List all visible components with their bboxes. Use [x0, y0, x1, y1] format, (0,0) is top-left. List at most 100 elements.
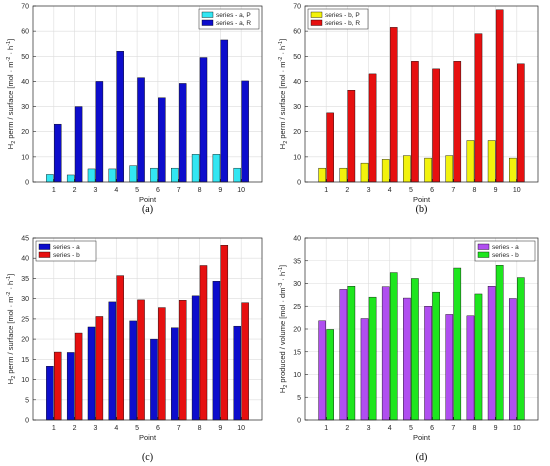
y-axis-label-part: ]: [6, 39, 15, 41]
y-tick-label: 10: [21, 377, 29, 384]
y-axis-label-part: 2: [283, 385, 289, 388]
x-axis-label: Point: [413, 195, 431, 204]
y-tick-label: 40: [21, 79, 29, 86]
bar-series-b-1: [326, 329, 334, 421]
x-tick-label: 5: [409, 187, 413, 194]
bar-series-a-4: [108, 301, 117, 421]
x-tick-label: 1: [52, 425, 56, 432]
y-tick-label: 20: [293, 327, 301, 334]
x-tick-label: 1: [324, 425, 328, 432]
panel-caption: (c): [142, 452, 153, 463]
y-tick-label: 40: [293, 79, 301, 86]
x-tick-label: 2: [345, 425, 349, 432]
legend-box: [474, 240, 536, 262]
bar-series-b-6: [158, 307, 166, 421]
bar-series-a-r-4: [116, 51, 124, 183]
y-tick-label: 20: [21, 337, 29, 344]
bar-series-b-5: [411, 278, 419, 421]
bar-series-a-p-6: [150, 167, 158, 183]
x-tick-label: 5: [409, 425, 413, 432]
y-tick-label: 70: [293, 4, 301, 11]
bar-series-b-p-4: [381, 159, 390, 183]
y-axis-label-part: ]: [278, 265, 287, 267]
bar-series-b-r-1: [326, 112, 334, 183]
y-tick-label: 10: [293, 154, 301, 161]
y-axis-label-part: 2: [11, 376, 17, 379]
x-tick-label: 7: [177, 425, 181, 432]
x-tick-label: 5: [135, 187, 139, 194]
x-axis-label: Point: [139, 433, 157, 442]
bar-series-a-p-9: [212, 154, 221, 183]
bar-series-a-2: [339, 289, 348, 421]
bar-series-a-9: [212, 281, 221, 421]
bar-series-b-3: [95, 316, 104, 421]
y-axis-label-part: -1: [6, 41, 12, 46]
bar-series-b-r-10: [517, 63, 525, 183]
bar-series-a-3: [360, 318, 369, 421]
y-tick-label: 30: [293, 104, 301, 111]
bar-series-a-p-8: [191, 154, 200, 183]
y-tick-label: 50: [293, 54, 301, 61]
bar-series-a-p-4: [108, 168, 117, 183]
bar-series-b-p-8: [466, 140, 475, 183]
x-tick-label: 2: [73, 187, 77, 194]
legend-entry: series - b, R: [325, 20, 360, 27]
bar-series-a-8: [466, 315, 475, 421]
y-axis-label-part: perm / surface [mol · m: [278, 62, 287, 141]
bar-series-b-r-3: [368, 73, 377, 183]
bar-series-b-1: [54, 351, 62, 421]
bar-series-b-r-2: [347, 90, 356, 183]
legend-swatch: [477, 243, 490, 250]
bar-series-b-p-9: [487, 140, 496, 183]
x-tick-label: 8: [198, 187, 202, 194]
legend-swatch: [38, 243, 51, 250]
y-tick-label: 70: [21, 4, 29, 11]
x-tick-label: 2: [73, 425, 77, 432]
x-tick-label: 4: [114, 187, 118, 194]
y-tick-label: 25: [293, 304, 301, 311]
y-tick-label: 0: [297, 180, 301, 187]
y-tick-label: 60: [21, 29, 29, 36]
bar-series-a-8: [191, 295, 200, 421]
y-tick-label: 25: [21, 316, 29, 323]
y-axis-label-part: 2: [11, 141, 17, 144]
y-tick-label: 5: [25, 397, 29, 404]
x-tick-label: 7: [451, 187, 455, 194]
panel-caption: (d): [416, 452, 428, 463]
bar-series-a-1: [46, 366, 54, 421]
bar-series-b-3: [368, 296, 377, 421]
legend-entry: series - a, R: [216, 20, 251, 27]
x-tick-label: 5: [135, 425, 139, 432]
y-tick-label: 45: [21, 236, 29, 243]
x-tick-label: 8: [473, 425, 477, 432]
legend-entry: series - b, P: [325, 12, 360, 19]
legend-box: [198, 8, 260, 30]
x-tick-label: 4: [114, 425, 118, 432]
bar-series-b-5: [137, 299, 145, 421]
bar-series-b-r-9: [495, 9, 504, 183]
bar-series-b-9: [220, 245, 229, 421]
bar-series-a-2: [66, 352, 75, 421]
bar-series-a-r-10: [241, 80, 249, 183]
bar-series-b-p-2: [339, 167, 348, 183]
legend-entry: series - a: [53, 244, 80, 251]
bar-series-a-5: [403, 297, 411, 421]
bar-series-a-p-2: [66, 174, 75, 183]
y-tick-label: 40: [21, 256, 29, 263]
bar-series-b-10: [241, 302, 249, 421]
y-tick-label: 35: [293, 258, 301, 265]
legend-swatch: [201, 19, 214, 26]
bar-series-b-p-5: [403, 155, 411, 183]
bar-series-a-5: [129, 320, 137, 421]
y-axis-label-part: ]: [278, 39, 287, 41]
x-tick-label: 6: [430, 187, 434, 194]
x-tick-label: 10: [237, 187, 245, 194]
bar-series-b-7: [178, 300, 187, 421]
y-axis-label-part: · h: [6, 46, 15, 57]
bar-series-a-p-7: [171, 167, 179, 183]
y-axis-label-part: -2: [6, 292, 12, 297]
bar-series-b-10: [517, 277, 525, 421]
